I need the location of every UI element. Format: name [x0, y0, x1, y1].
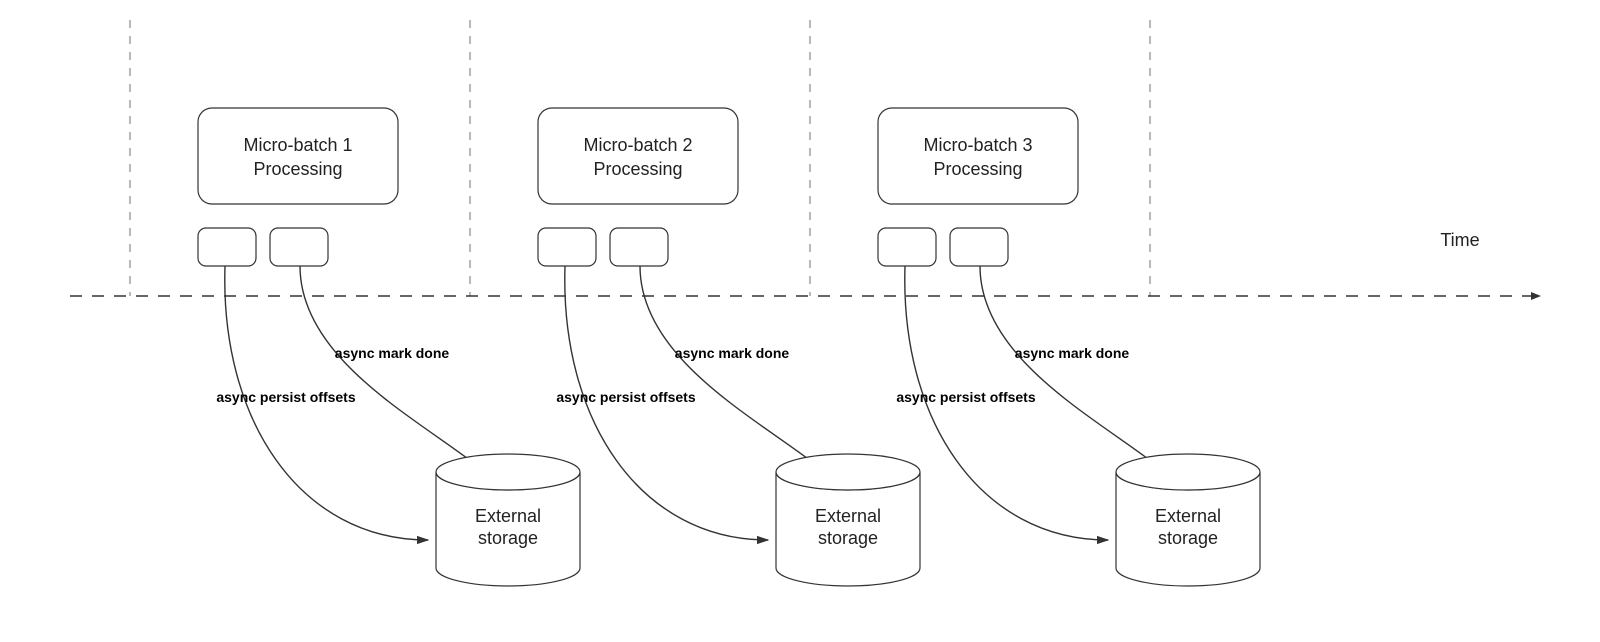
svg-text:External: External — [475, 506, 541, 526]
batch-1-subbox-1 — [198, 228, 256, 266]
batch-box-3 — [878, 108, 1078, 204]
storage-cylinder-1: Externalstorage — [436, 454, 580, 586]
batch-2-subbox-2 — [610, 228, 668, 266]
batch-1-subbox-2 — [270, 228, 328, 266]
batch-title-3-line2: Processing — [933, 159, 1022, 179]
batch-3-subbox-1 — [878, 228, 936, 266]
edge-label-done-1: async mark done — [335, 345, 450, 361]
batch-title-2-line1: Micro-batch 2 — [583, 135, 692, 155]
storage-cylinder-3: Externalstorage — [1116, 454, 1260, 586]
batch-box-1 — [198, 108, 398, 204]
edge-label-done-2: async mark done — [675, 345, 790, 361]
edge-label-persist-3: async persist offsets — [896, 389, 1035, 405]
batch-title-1-line1: Micro-batch 1 — [243, 135, 352, 155]
svg-text:storage: storage — [818, 528, 878, 548]
svg-text:External: External — [815, 506, 881, 526]
svg-text:storage: storage — [478, 528, 538, 548]
timeline-diagram: Time Micro-batch 1 Processing async persist… — [0, 0, 1600, 642]
svg-text:External: External — [1155, 506, 1221, 526]
edge-label-done-3: async mark done — [1015, 345, 1130, 361]
batch-title-3-line1: Micro-batch 3 — [923, 135, 1032, 155]
edge-label-persist-1: async persist offsets — [216, 389, 355, 405]
batch-title-2-line2: Processing — [593, 159, 682, 179]
timeline-label: Time — [1440, 230, 1479, 250]
svg-text:storage: storage — [1158, 528, 1218, 548]
batch-3-subbox-2 — [950, 228, 1008, 266]
batch-box-2 — [538, 108, 738, 204]
batch-2-subbox-1 — [538, 228, 596, 266]
storage-cylinder-2: Externalstorage — [776, 454, 920, 586]
batch-title-1-line2: Processing — [253, 159, 342, 179]
edge-label-persist-2: async persist offsets — [556, 389, 695, 405]
